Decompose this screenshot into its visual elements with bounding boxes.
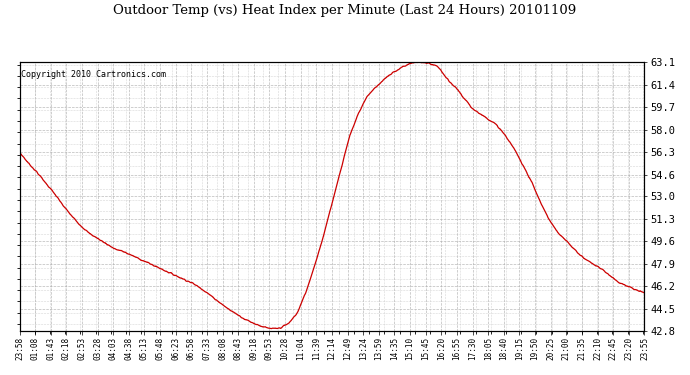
Text: Copyright 2010 Cartronics.com: Copyright 2010 Cartronics.com	[21, 70, 166, 79]
Text: Outdoor Temp (vs) Heat Index per Minute (Last 24 Hours) 20101109: Outdoor Temp (vs) Heat Index per Minute …	[113, 4, 577, 17]
